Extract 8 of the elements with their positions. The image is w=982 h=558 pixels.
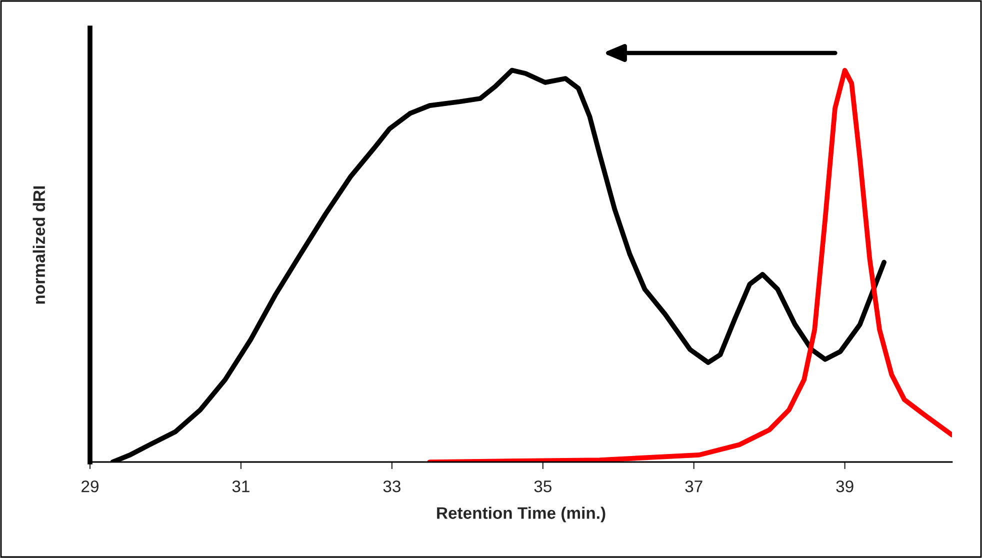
y-axis-title: normalized dRI [32, 186, 46, 304]
x-tick-label: 31 [232, 480, 250, 492]
x-tick-label: 33 [383, 480, 400, 492]
x-tick-label: 29 [82, 480, 98, 492]
x-tick-label: 37 [685, 480, 702, 492]
x-axis-title: Retention Time (min.) [437, 506, 606, 522]
x-tick-label: 39 [836, 480, 854, 492]
x-tick-label: 35 [534, 480, 552, 492]
